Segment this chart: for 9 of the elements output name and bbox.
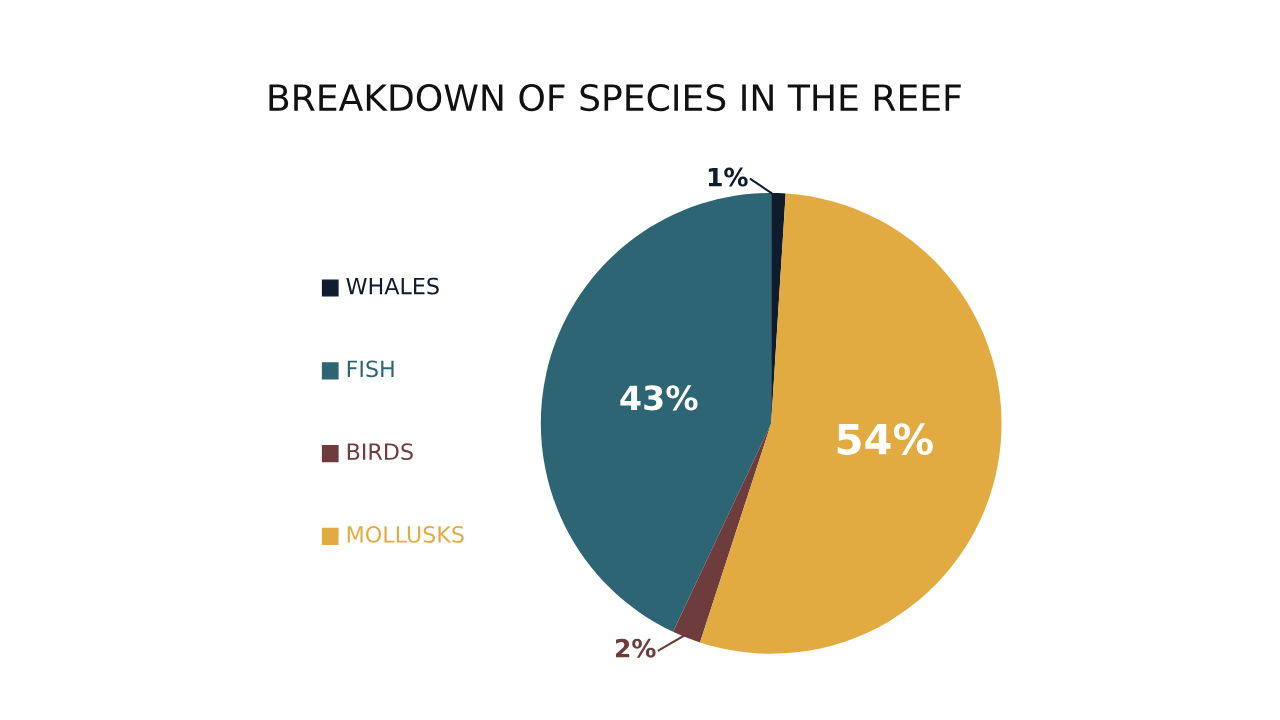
legend-label: BIRDS (347, 443, 413, 461)
chart-title: BREAKDOWN OF SPECIES IN THE REEF (269, 83, 961, 112)
legend-label: MOLLUSKS (347, 526, 464, 543)
data-label: 1% (708, 167, 748, 187)
data-label: 2% (615, 638, 656, 658)
legend-label: WHALES (346, 277, 439, 295)
data-label: 43% (620, 385, 698, 411)
legend-label: FISH (347, 360, 394, 378)
data-label: 54% (837, 423, 933, 455)
